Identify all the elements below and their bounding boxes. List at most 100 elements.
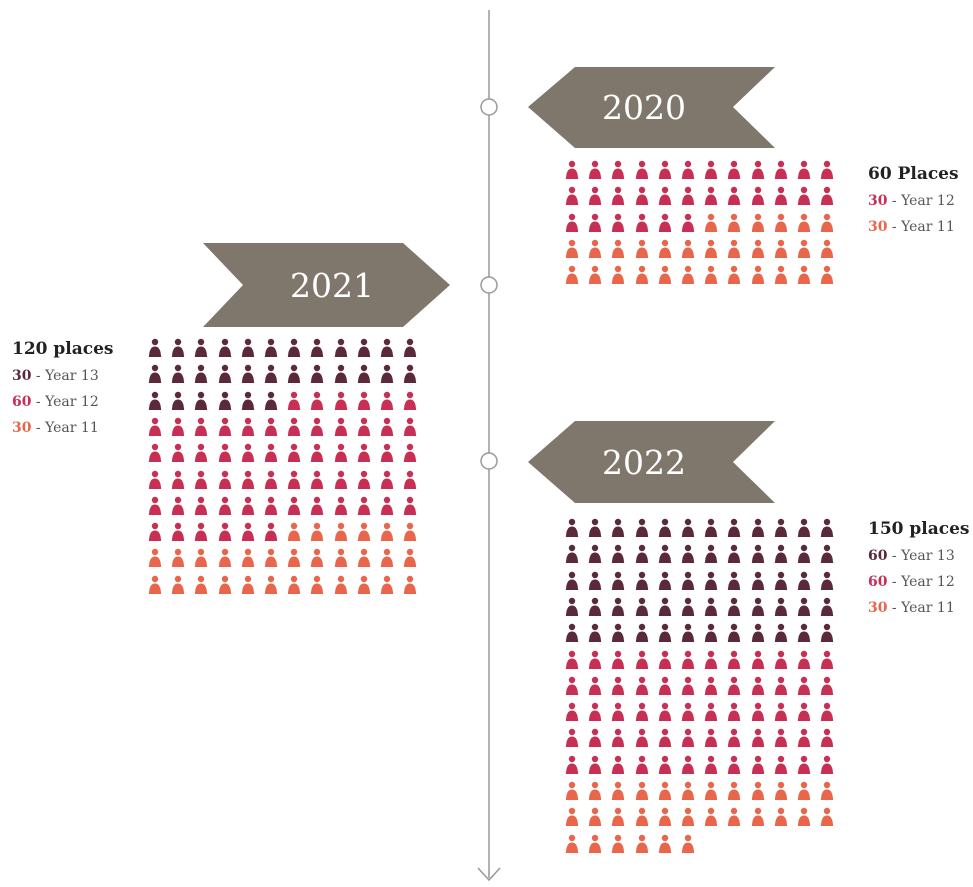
person-icon — [681, 650, 695, 669]
person-icon — [681, 729, 695, 748]
person-icon — [264, 549, 278, 568]
banner-2021: 2021 — [203, 243, 450, 327]
person-icon — [681, 808, 695, 827]
person-icon — [218, 549, 231, 568]
person-icon — [612, 160, 625, 179]
person-icon — [357, 522, 370, 542]
person-icon — [218, 522, 231, 542]
person-icon — [311, 470, 324, 489]
person-icon — [797, 545, 811, 564]
person-icon — [565, 781, 579, 800]
person-icon — [704, 781, 718, 800]
person-icon — [704, 518, 718, 537]
person-icon — [635, 650, 648, 669]
person-icon — [357, 575, 370, 594]
person-icon — [218, 575, 231, 594]
person-icon — [311, 365, 324, 384]
person-icon — [751, 213, 764, 232]
person-icon — [565, 597, 579, 616]
person-icon — [380, 575, 394, 594]
person-icon — [565, 265, 579, 285]
person-icon — [357, 391, 370, 410]
person-icon — [774, 160, 787, 179]
banner-shape — [528, 421, 775, 503]
person-icon — [774, 265, 787, 285]
person-icon — [658, 518, 671, 537]
person-icon — [820, 702, 834, 722]
person-icon — [658, 676, 671, 695]
total-places: 60 Places — [868, 164, 959, 184]
person-icon — [171, 391, 185, 410]
person-icon — [287, 417, 301, 436]
person-icon — [588, 213, 602, 232]
person-icon — [565, 755, 579, 774]
person-icon — [380, 365, 394, 384]
person-icon — [797, 571, 811, 590]
person-icon — [774, 187, 787, 206]
person-icon — [820, 676, 834, 695]
person-icon — [403, 417, 417, 436]
person-icon — [820, 808, 834, 827]
person-icon — [287, 496, 301, 515]
person-icon — [658, 160, 671, 179]
person-icon — [565, 623, 579, 643]
person-icon — [612, 187, 625, 206]
person-icon — [728, 545, 741, 564]
person-icon — [635, 729, 648, 748]
person-icon — [241, 522, 254, 542]
person-icon — [287, 338, 301, 357]
person-icon — [287, 549, 301, 568]
person-icon — [820, 239, 834, 258]
person-icon — [218, 496, 231, 515]
person-icon — [704, 623, 718, 643]
person-icon — [148, 391, 162, 410]
person-icon — [148, 575, 162, 594]
person-icon — [658, 702, 671, 722]
person-icon — [171, 522, 185, 542]
person-icon — [612, 597, 625, 616]
person-icon — [195, 522, 208, 542]
person-icon — [565, 729, 579, 748]
person-icon — [728, 755, 741, 774]
person-icon — [658, 808, 671, 827]
person-icon — [820, 755, 834, 774]
person-icon — [264, 365, 278, 384]
legend-count: 60 — [868, 548, 888, 564]
person-icon — [380, 391, 394, 410]
timeline-node-icon — [480, 452, 498, 470]
person-icon — [334, 522, 347, 542]
person-icon — [635, 213, 648, 232]
person-icon — [287, 391, 301, 410]
person-icon — [171, 365, 185, 384]
person-icon — [681, 623, 695, 643]
person-icon — [797, 213, 811, 232]
person-icon — [658, 650, 671, 669]
person-icon — [681, 160, 695, 179]
legend-row: 30 - Year 11 — [12, 420, 99, 436]
person-icon — [218, 338, 231, 357]
person-icon — [171, 417, 185, 436]
person-icon — [612, 755, 625, 774]
person-icon — [612, 265, 625, 285]
legend-label: Year 13 — [901, 548, 955, 564]
person-icon — [357, 443, 370, 463]
arrow-down-icon — [477, 867, 501, 882]
person-icon — [588, 597, 602, 616]
person-icon — [704, 729, 718, 748]
person-icon — [820, 729, 834, 748]
person-icon — [403, 496, 417, 515]
banner-year-2020: 2020 — [602, 88, 686, 127]
person-icon — [774, 597, 787, 616]
person-icon — [774, 239, 787, 258]
person-icon — [797, 187, 811, 206]
person-icon — [728, 781, 741, 800]
person-icon — [588, 808, 602, 827]
person-icon — [797, 623, 811, 643]
person-icon — [588, 729, 602, 748]
person-icon — [658, 623, 671, 643]
person-icon — [241, 417, 254, 436]
person-icon — [311, 417, 324, 436]
person-icon — [148, 470, 162, 489]
person-icon — [148, 443, 162, 463]
person-icon — [704, 676, 718, 695]
